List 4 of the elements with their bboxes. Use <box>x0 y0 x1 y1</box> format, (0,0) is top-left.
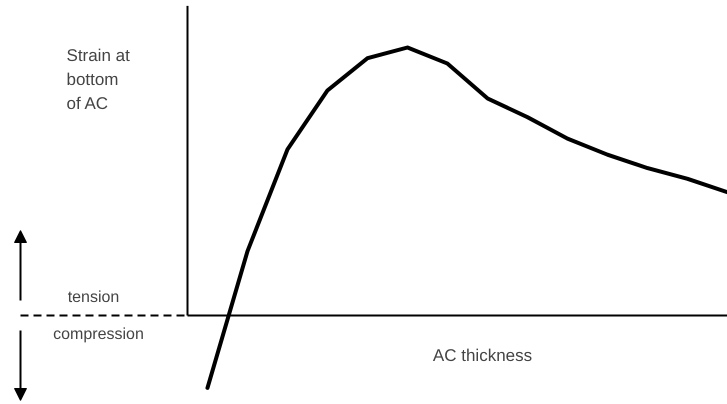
text: compression <box>53 326 144 343</box>
x-axis-title: AC thickness <box>432 346 532 365</box>
text: tension <box>68 289 120 306</box>
y-axis-title: Strain at bottom of AC <box>66 46 130 113</box>
